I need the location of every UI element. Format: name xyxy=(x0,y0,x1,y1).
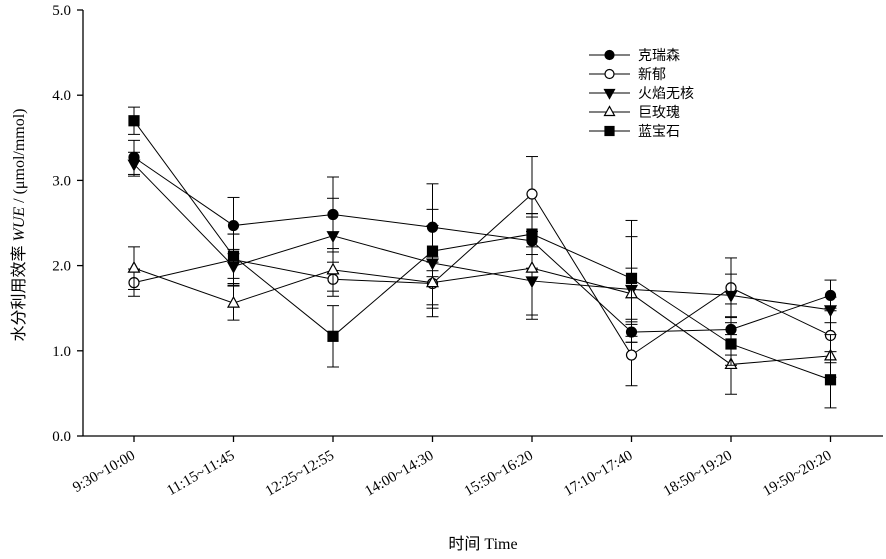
series-3 xyxy=(127,151,838,343)
y-axis-title: 水分利用效率 WUE / (μmol/mmol) xyxy=(10,108,28,341)
data-point xyxy=(526,188,538,200)
y-tick-label: 4.0 xyxy=(52,88,71,104)
series-line xyxy=(133,156,831,333)
series-4 xyxy=(127,216,838,395)
legend-label: 火焰无核 xyxy=(638,86,694,102)
data-point xyxy=(625,272,638,284)
data-point xyxy=(625,349,638,361)
data-point xyxy=(326,231,340,244)
data-point xyxy=(824,374,837,386)
data-point xyxy=(823,305,838,318)
series-line xyxy=(133,267,831,365)
data-point xyxy=(725,338,737,350)
legend-label: 克瑞森 xyxy=(638,48,680,64)
tick-labels: 0.0 1.0 2.0 3.0 4.0 5.0 9:30~10:00 11:15~11:45 1… xyxy=(52,3,834,500)
legend-label: 巨玫瑰 xyxy=(638,105,680,121)
legend-entry: 火焰无核 xyxy=(589,86,694,102)
x-axis-title: 时间 Time xyxy=(448,535,517,553)
data-point xyxy=(425,275,440,288)
data-point xyxy=(227,219,240,232)
data-point xyxy=(326,262,340,275)
data-point xyxy=(227,250,240,262)
legend-label: 新郁 xyxy=(638,67,666,83)
x-tick-label: 18:50~19:20 xyxy=(661,448,735,500)
x-tick-label: 19:50~20:20 xyxy=(760,448,834,500)
legend-marker xyxy=(603,88,616,100)
data-point xyxy=(128,115,140,127)
x-tick-label: 15:50~16:20 xyxy=(462,448,536,500)
data-point xyxy=(525,260,539,273)
y-tick-label: 3.0 xyxy=(52,173,71,189)
series-line xyxy=(133,193,831,356)
data-point xyxy=(127,159,141,172)
x-tick-label: 14:00~14:30 xyxy=(362,448,436,500)
data-point xyxy=(426,245,439,257)
legend-marker xyxy=(604,49,615,61)
legend-entry: 克瑞森 xyxy=(589,48,680,64)
data-point xyxy=(327,330,339,342)
x-tick-label: 11:15~11:45 xyxy=(164,448,237,500)
series-layer xyxy=(127,106,838,409)
data-point xyxy=(127,260,141,273)
legend-entry: 新郁 xyxy=(589,67,666,83)
legend-entry: 蓝宝石 xyxy=(589,124,680,140)
legend-marker xyxy=(604,68,615,80)
y-tick-label: 2.0 xyxy=(52,259,71,275)
series-line xyxy=(133,163,831,311)
x-tick-label: 9:30~10:00 xyxy=(70,448,138,496)
data-point xyxy=(724,290,738,303)
data-point xyxy=(526,228,538,240)
data-point xyxy=(226,295,241,308)
y-tick-label: 5.0 xyxy=(52,3,71,19)
series-line xyxy=(133,120,831,381)
legend-marker xyxy=(603,105,616,117)
legend-label: 蓝宝石 xyxy=(638,124,680,140)
x-tick-label: 12:25~12:55 xyxy=(263,448,337,500)
legend-entry: 巨玫瑰 xyxy=(589,105,680,121)
series-5 xyxy=(128,106,837,409)
x-tick-label: 17:10~17:40 xyxy=(561,448,635,500)
axes xyxy=(77,9,883,442)
legend-marker xyxy=(604,125,615,137)
y-tick-label: 0.0 xyxy=(52,429,71,445)
y-tick-label: 1.0 xyxy=(52,344,71,360)
